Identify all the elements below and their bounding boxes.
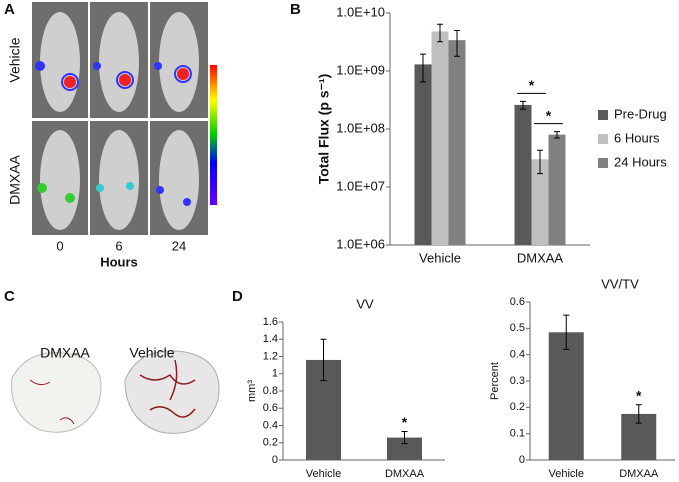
y-axis-label: mm³ xyxy=(246,380,258,402)
error-bar xyxy=(554,131,560,139)
render-label: Vehicle xyxy=(129,345,174,361)
y-tick-label: 1.4 xyxy=(263,333,278,345)
row-label: Vehicle xyxy=(7,37,23,82)
error-bar xyxy=(537,149,543,175)
tumor-renders xyxy=(11,350,220,434)
bar xyxy=(548,134,566,245)
y-tick-label: 1.0E+07 xyxy=(336,178,385,193)
bar xyxy=(548,332,584,460)
panel-label: A xyxy=(4,1,15,18)
error-bar xyxy=(520,100,526,110)
legend-swatch xyxy=(598,110,608,120)
error-bar xyxy=(401,431,408,445)
y-tick-label: 0.8 xyxy=(263,385,278,397)
annotation: * xyxy=(402,414,408,430)
column-label: 24 xyxy=(172,238,186,253)
y-tick-label: 1.0E+06 xyxy=(336,236,385,251)
y-tick-label: 0.1 xyxy=(510,428,525,440)
y-axis-label: Percent xyxy=(489,362,501,400)
legend-label: 6 Hours xyxy=(614,130,660,145)
x-tick-label: DMXAA xyxy=(619,468,659,480)
error-bar xyxy=(320,338,327,382)
x-tick-label: Vehicle xyxy=(549,468,584,480)
bar xyxy=(387,437,422,460)
error-bar xyxy=(437,23,443,43)
error-bar xyxy=(454,29,460,57)
annotation: * xyxy=(529,77,535,93)
row-label: DMXAA xyxy=(7,154,23,204)
legend-label: 24 Hours xyxy=(614,154,667,169)
bar xyxy=(431,31,449,246)
y-tick-label: 0.4 xyxy=(510,349,525,361)
x-tick-label: DMXAA xyxy=(385,468,425,480)
column-label: 6 xyxy=(115,238,122,253)
y-tick-label: 1.6 xyxy=(263,316,278,328)
y-axis-label: Total Flux (p s⁻¹) xyxy=(316,74,332,185)
y-tick-label: 0.5 xyxy=(510,322,525,334)
error-bar xyxy=(563,314,570,350)
y-tick-label: 1.2 xyxy=(263,350,278,362)
y-tick-label: 1 xyxy=(272,368,278,380)
y-tick-label: 0.3 xyxy=(510,375,525,387)
chart-title: VV xyxy=(356,296,374,311)
error-bar xyxy=(420,53,426,83)
y-tick-label: 0.2 xyxy=(510,401,525,413)
y-tick-label: 1.0E+10 xyxy=(336,4,385,19)
bar xyxy=(514,104,532,245)
y-tick-label: 1.0E+09 xyxy=(336,62,385,77)
x-axis-label: Hours xyxy=(100,254,138,269)
bar xyxy=(531,159,549,245)
y-tick-label: 0.6 xyxy=(263,402,278,414)
x-tick-label: Vehicle xyxy=(306,468,341,480)
column-label: 0 xyxy=(56,238,63,253)
x-tick-label: Vehicle xyxy=(419,250,461,265)
y-tick-label: 0 xyxy=(272,454,278,466)
annotation: * xyxy=(546,107,552,123)
bar xyxy=(448,40,466,245)
chart-title: VV/TV xyxy=(601,276,639,291)
legend-swatch xyxy=(598,134,608,144)
y-tick-label: 0.4 xyxy=(263,419,278,431)
legend-label: Pre-Drug xyxy=(614,106,667,121)
annotation: * xyxy=(636,387,642,403)
y-tick-label: 1.0E+08 xyxy=(336,120,385,135)
error-bar xyxy=(635,404,642,424)
y-tick-label: 0.2 xyxy=(263,437,278,449)
panel-label: B xyxy=(290,1,301,18)
mouse-images xyxy=(32,2,217,235)
y-tick-label: 0.6 xyxy=(510,296,525,308)
x-tick-label: DMXAA xyxy=(517,250,564,265)
panel-label: D xyxy=(232,288,243,305)
bar xyxy=(414,64,432,245)
y-tick-label: 0 xyxy=(519,454,525,466)
legend-swatch xyxy=(598,158,608,168)
panel-label: C xyxy=(4,288,15,305)
render-label: DMXAA xyxy=(40,345,90,361)
